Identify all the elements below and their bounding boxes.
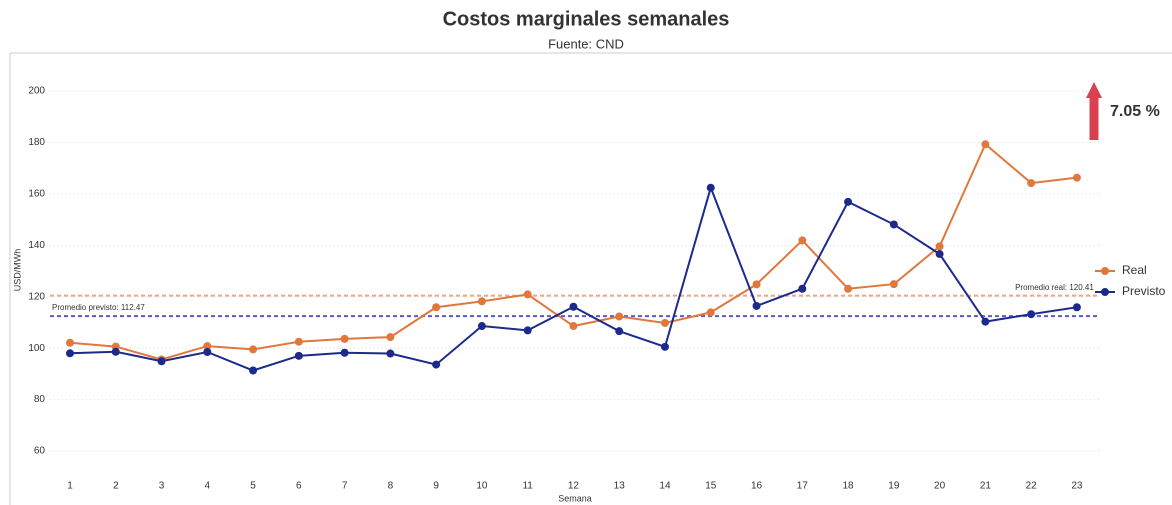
x-tick-label: 19 xyxy=(888,481,900,492)
data-point xyxy=(203,342,212,351)
y-tick-label: 180 xyxy=(28,137,45,148)
data-point xyxy=(889,220,898,229)
change-arrow-head xyxy=(1086,82,1102,98)
x-axis-label: Semana xyxy=(558,493,592,503)
data-point xyxy=(844,284,853,293)
data-point xyxy=(523,326,532,335)
legend-marker xyxy=(1101,288,1109,296)
series-line xyxy=(69,184,1078,372)
data-point xyxy=(386,333,395,342)
data-point xyxy=(249,366,258,375)
x-tick-label: 9 xyxy=(433,481,439,492)
data-point xyxy=(935,242,944,251)
data-point xyxy=(660,342,669,351)
y-tick-label: 140 xyxy=(28,240,45,251)
data-point xyxy=(111,347,120,356)
chart-subtitle: Fuente: CND xyxy=(548,36,624,51)
x-tick-label: 17 xyxy=(797,481,809,492)
data-point xyxy=(65,349,74,358)
x-tick-label: 13 xyxy=(614,481,626,492)
change-label: 7.05 % xyxy=(1110,103,1160,120)
x-tick-label: 7 xyxy=(342,481,348,492)
data-point xyxy=(432,360,441,369)
x-tick-label: 21 xyxy=(980,481,992,492)
data-point xyxy=(386,349,395,358)
x-tick-label: 4 xyxy=(205,481,211,492)
legend-marker xyxy=(1101,267,1109,275)
data-point xyxy=(340,334,349,343)
x-tick-label: 3 xyxy=(159,481,165,492)
y-axis-label: USD/MWh xyxy=(12,249,22,292)
data-point xyxy=(752,280,761,289)
x-tick-label: 8 xyxy=(388,481,394,492)
data-point xyxy=(798,236,807,245)
x-tick-label: 10 xyxy=(476,481,488,492)
x-tick-label: 16 xyxy=(751,481,763,492)
data-point xyxy=(65,338,74,347)
data-point xyxy=(294,351,303,360)
y-tick-label: 200 xyxy=(28,86,45,97)
reference-label: Promedio previsto: 112.47 xyxy=(52,303,145,312)
data-point xyxy=(432,303,441,312)
data-point xyxy=(249,345,258,354)
data-point xyxy=(569,322,578,331)
data-point xyxy=(477,322,486,331)
x-tick-label: 11 xyxy=(522,481,533,492)
reference-label: Promedio real: 120.41 xyxy=(1015,283,1094,292)
data-point xyxy=(889,280,898,289)
y-tick-label: 60 xyxy=(34,446,46,457)
data-point xyxy=(798,284,807,293)
x-tick-label: 22 xyxy=(1026,481,1038,492)
data-point xyxy=(340,348,349,357)
y-tick-label: 160 xyxy=(28,189,45,200)
y-tick-label: 120 xyxy=(28,291,45,302)
x-tick-label: 5 xyxy=(250,481,256,492)
data-point xyxy=(615,327,624,336)
data-point xyxy=(660,318,669,327)
data-point xyxy=(294,337,303,346)
data-point xyxy=(752,301,761,310)
data-point xyxy=(981,317,990,326)
legend-label: Real xyxy=(1122,263,1147,277)
data-point xyxy=(706,308,715,317)
x-tick-label: 6 xyxy=(296,481,302,492)
x-tick-label: 1 xyxy=(67,481,73,492)
data-point xyxy=(1027,179,1036,188)
x-tick-label: 18 xyxy=(843,481,855,492)
data-point xyxy=(1072,173,1081,182)
data-point xyxy=(706,183,715,192)
data-point xyxy=(1027,310,1036,319)
data-point xyxy=(523,290,532,299)
x-tick-label: 14 xyxy=(659,481,671,492)
x-tick-label: 23 xyxy=(1071,481,1083,492)
data-point xyxy=(981,140,990,149)
x-tick-label: 12 xyxy=(568,481,580,492)
data-point xyxy=(935,250,944,259)
x-tick-label: 15 xyxy=(705,481,717,492)
data-point xyxy=(844,197,853,206)
data-point xyxy=(615,312,624,321)
x-tick-label: 2 xyxy=(113,481,119,492)
chart-title: Costos marginales semanales xyxy=(443,8,730,30)
data-point xyxy=(477,297,486,306)
data-point xyxy=(203,347,212,356)
y-tick-label: 80 xyxy=(34,394,46,405)
x-tick-label: 20 xyxy=(934,481,946,492)
data-point xyxy=(569,302,578,311)
data-point xyxy=(157,357,166,366)
data-point xyxy=(1072,303,1081,312)
y-tick-label: 100 xyxy=(28,343,45,354)
legend-label: Previsto xyxy=(1122,284,1166,298)
change-arrow-shaft xyxy=(1089,96,1099,140)
